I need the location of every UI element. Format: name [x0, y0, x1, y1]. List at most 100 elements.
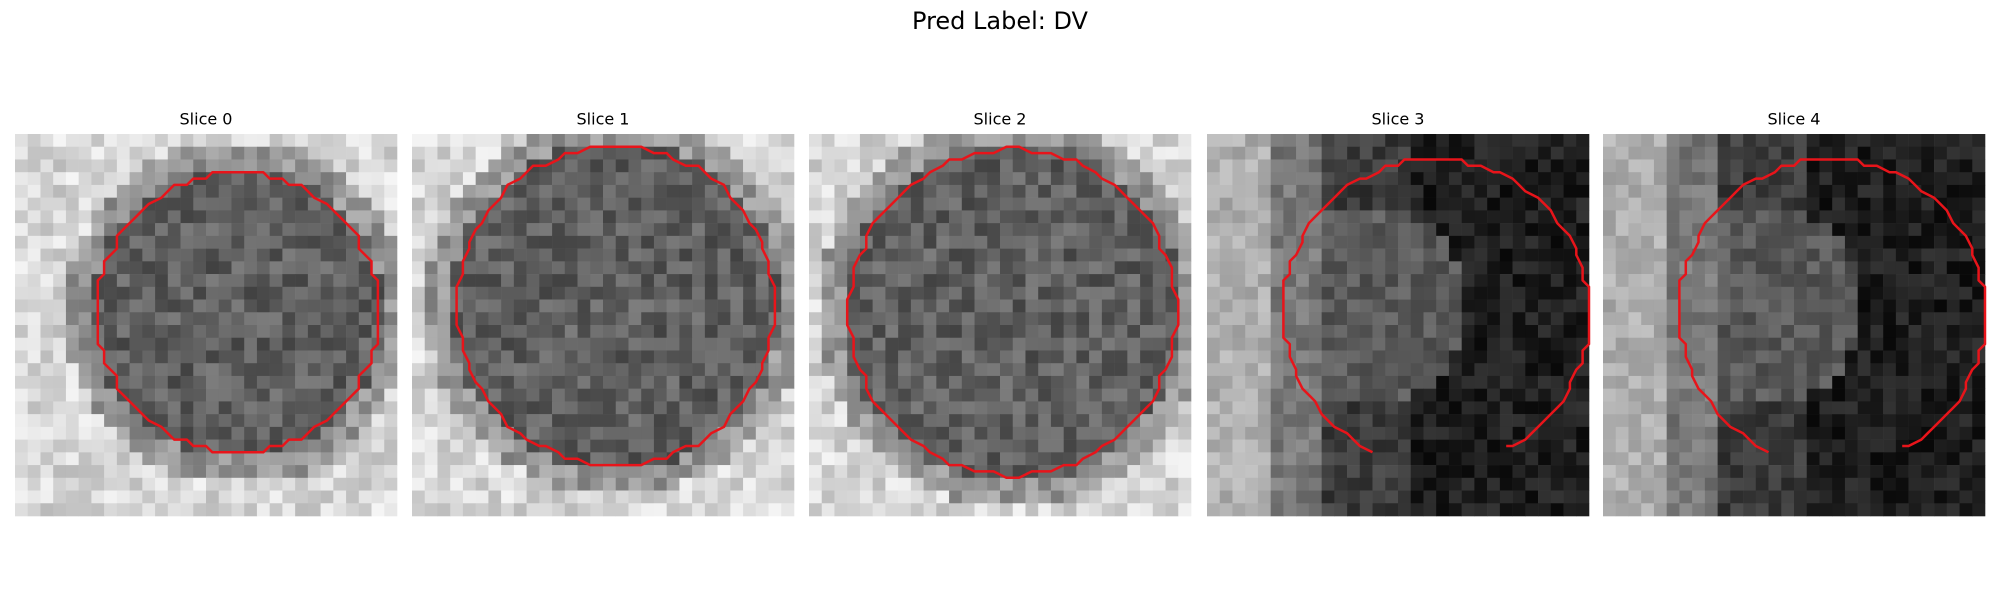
pixel [1257, 363, 1271, 377]
pixel [1857, 235, 1871, 249]
pixel [231, 146, 245, 160]
pixel [1012, 490, 1026, 504]
pixel [1550, 172, 1564, 186]
pixel [1461, 325, 1475, 339]
pixel [1550, 197, 1564, 211]
pixel [1768, 337, 1782, 351]
pixel [615, 299, 629, 313]
pixel [1321, 248, 1335, 262]
pixel [1603, 299, 1617, 313]
pixel [1512, 134, 1526, 148]
pixel [704, 503, 718, 517]
pixel [615, 274, 629, 288]
pixel [743, 223, 757, 237]
pixel [167, 286, 181, 300]
pixel [180, 388, 194, 402]
pixel [333, 261, 347, 275]
pixel [768, 490, 782, 504]
pixel [949, 337, 963, 351]
pixel [1372, 375, 1386, 389]
pixel [1012, 439, 1026, 453]
pixel [809, 261, 823, 275]
pixel [371, 363, 385, 377]
pixel [1487, 388, 1501, 402]
pixel [256, 312, 270, 326]
pixel [1806, 184, 1820, 198]
pixel [1038, 184, 1052, 198]
pixel [768, 172, 782, 186]
pixel [1525, 210, 1539, 224]
pixel [821, 503, 835, 517]
pixel [320, 439, 334, 453]
pixel [717, 159, 731, 173]
pixel [358, 439, 372, 453]
pixel [821, 426, 835, 440]
pixel [898, 172, 912, 186]
pixel [358, 223, 372, 237]
pixel [1806, 299, 1820, 313]
pixel [1743, 261, 1757, 275]
pixel [1207, 426, 1221, 440]
pixel [526, 375, 540, 389]
pixel [1628, 401, 1642, 415]
pixel [1717, 312, 1731, 326]
pixel [1628, 210, 1642, 224]
pixel [936, 248, 950, 262]
pixel [1359, 210, 1373, 224]
pixel [1946, 134, 1960, 148]
pixel [859, 197, 873, 211]
pixel [961, 210, 975, 224]
pixel [1178, 375, 1192, 389]
pixel [885, 184, 899, 198]
pixel [1423, 134, 1437, 148]
pixel [1025, 197, 1039, 211]
pixel [1857, 490, 1871, 504]
pixel [1461, 490, 1475, 504]
pixel [1207, 286, 1221, 300]
pixel [358, 312, 372, 326]
pixel [53, 490, 67, 504]
pixel [1576, 375, 1590, 389]
pixel [1653, 261, 1667, 275]
pixel [1359, 490, 1373, 504]
pixel [1423, 274, 1437, 288]
pixel [1257, 375, 1271, 389]
pixel [1334, 248, 1348, 262]
pixel [27, 235, 41, 249]
pixel [129, 159, 143, 173]
pixel [1628, 363, 1642, 377]
pixel [872, 337, 886, 351]
pixel [1270, 286, 1284, 300]
pixel [628, 197, 642, 211]
pixel [1806, 477, 1820, 491]
pixel [450, 490, 464, 504]
pixel [231, 210, 245, 224]
pixel [1806, 401, 1820, 415]
pixel [1743, 388, 1757, 402]
pixel [781, 414, 795, 428]
pixel [1499, 312, 1513, 326]
pixel [180, 134, 194, 148]
pixel [1025, 223, 1039, 237]
pixel [358, 350, 372, 364]
pixel [1372, 223, 1386, 237]
pixel [1114, 465, 1128, 479]
pixel [1768, 401, 1782, 415]
pixel [1152, 299, 1166, 313]
pixel [155, 388, 169, 402]
pixel [1908, 439, 1922, 453]
pixel [1232, 261, 1246, 275]
pixel [256, 172, 270, 186]
pixel [1038, 197, 1052, 211]
pixel [1000, 197, 1014, 211]
pixel [1114, 235, 1128, 249]
pixel [15, 172, 29, 186]
pixel [872, 286, 886, 300]
pixel [244, 172, 258, 186]
pixel [692, 146, 706, 160]
pixel [371, 452, 385, 466]
pixel [1050, 172, 1064, 186]
pixel [1921, 452, 1935, 466]
pixel [1576, 210, 1590, 224]
pixel [704, 223, 718, 237]
